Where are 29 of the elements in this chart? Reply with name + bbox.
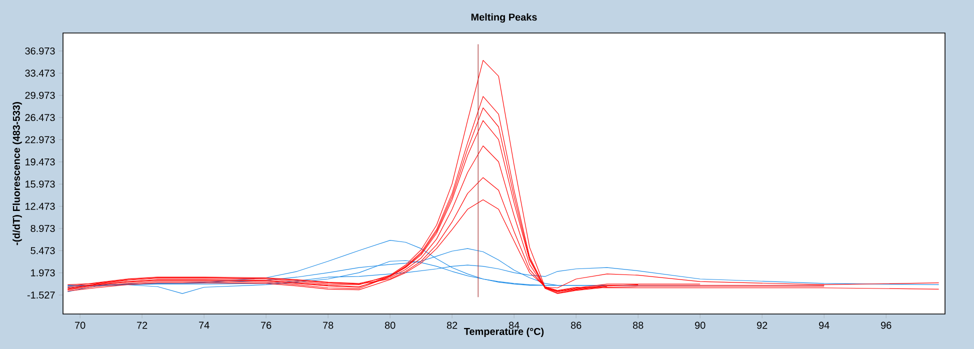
chart-title: Melting Peaks [471,13,537,23]
y-tick-label: 8.973 [30,224,55,232]
x-tick-label: 74 [199,322,210,329]
x-tick-label: 90 [695,322,706,329]
x-tick-label: 80 [384,322,396,329]
x-tick-label: 72 [137,322,148,329]
x-tick-label: 76 [261,322,272,329]
x-tick-label: 82 [446,322,458,329]
y-tick-label: 19.473 [26,158,55,166]
x-tick-label: 96 [881,322,892,329]
x-tick-label: 88 [632,322,644,329]
x-tick-label: 70 [75,322,86,329]
y-tick-label: 29.973 [25,92,55,99]
x-tick-label: 86 [570,322,582,329]
x-tick-label: 84 [508,322,520,329]
y-tick-label: 22.973 [25,136,55,144]
y-tick-label: 1.973 [31,269,55,276]
y-tick-label: -1.527 [27,292,55,299]
x-axis-title: Temperature (°C) [464,328,544,337]
y-tick-label: 12.473 [26,202,55,210]
y-tick-label: 36.973 [25,47,55,55]
y-tick-label: 33.473 [25,70,55,77]
x-tick-label: 78 [323,322,334,329]
y-tick-label: 15.973 [26,180,55,188]
x-tick-label: 92 [757,322,768,329]
y-tick-label: 26.473 [25,114,55,122]
y-tick-label: 5.473 [30,247,55,254]
y-axis-title: -(d/dT) Fluorescence (483-533) [12,102,22,246]
x-tick-label: 94 [819,322,830,329]
